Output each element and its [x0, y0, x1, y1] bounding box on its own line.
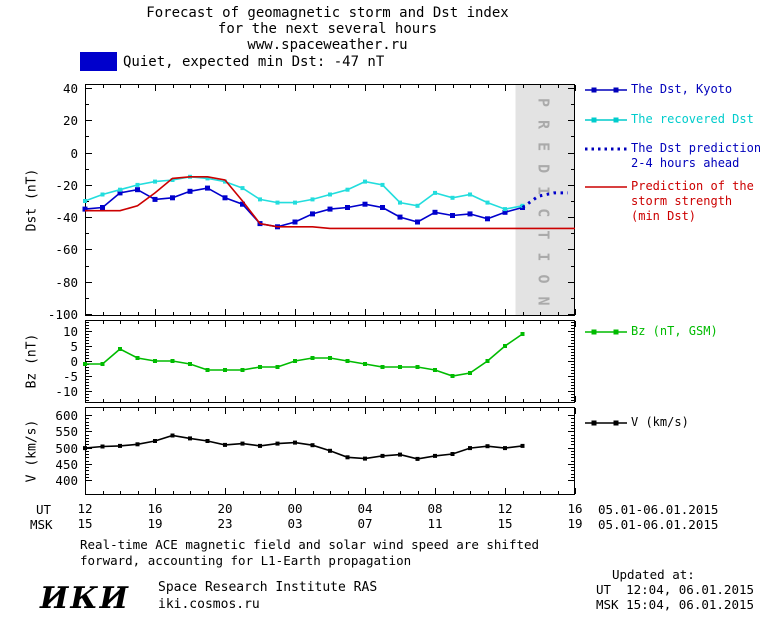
prediction-band	[515, 85, 574, 315]
series-dst-kyoto	[82, 185, 525, 230]
y-tick-label-v: 500	[55, 441, 78, 456]
status-text: Quiet, expected min Dst: -47 nT	[123, 54, 385, 70]
y-tick-label-bz: -10	[55, 384, 78, 399]
legend-label-bz: Bz (nT, GSM)	[631, 324, 718, 338]
y-tick-label-dst: 40	[63, 81, 78, 96]
msk-row-label: MSK	[30, 517, 53, 532]
iki-logo: ИКИ	[40, 581, 130, 616]
legend-panel: The Dst, Kyoto The recovered Dst The Dst p…	[584, 0, 760, 545]
legend-item-recovered-dst: The recovered Dst	[584, 112, 754, 127]
y-tick-label-v: 400	[55, 473, 78, 488]
y-tick-label-dst: 20	[63, 113, 78, 128]
legend-label-storm-strength: Prediction of the storm strength (min Dst)	[631, 179, 754, 223]
series-solar-wind-speed	[83, 433, 525, 461]
legend-label-recovered-dst: The recovered Dst	[631, 112, 754, 126]
ut-tick-label: 08	[427, 501, 442, 516]
legend-item-storm-strength: Prediction of the storm strength (min Dst)	[584, 179, 754, 224]
legend-marker-storm-strength-icon	[585, 185, 627, 188]
ut-tick-label: 00	[287, 501, 302, 516]
legend-label-dst-prediction: The Dst prediction 2-4 hours ahead	[631, 141, 760, 170]
legend-item-bz: Bz (nT, GSM)	[584, 324, 718, 339]
msk-tick-label: 23	[217, 516, 232, 531]
series-storm-strength-prediction	[85, 176, 575, 230]
msk-tick-label: 03	[287, 516, 302, 531]
footnote-line-2: forward, accounting for L1-Earth propaga…	[80, 553, 412, 568]
institute-name: Space Research Institute RAS	[158, 580, 378, 595]
legend-label-v: V (km/s)	[631, 415, 689, 429]
status-bar: Quiet, expected min Dst: -47 nT	[80, 52, 640, 72]
series-bz-gsm	[83, 332, 525, 378]
y-tick-label-dst: -60	[55, 242, 78, 257]
page-title: Forecast of geomagnetic storm and Dst in…	[0, 5, 655, 53]
y-tick-label-dst: 0	[70, 146, 78, 161]
y-tick-label-dst: -20	[55, 178, 78, 193]
panel-frame-v	[85, 407, 575, 495]
y-tick-label-bz: 5	[70, 339, 78, 354]
institute-site-url: iki.cosmos.ru	[158, 597, 260, 612]
y-tick-label-bz: -5	[63, 369, 78, 384]
v-axis-label: V (km/s)	[24, 419, 40, 483]
series-dst-prediction	[521, 191, 568, 209]
legend-marker-v-icon	[585, 420, 627, 425]
panel-dst: P R E D I C T I O N 40 20 0 -20 -40 -60 -80 -100	[48, 81, 576, 322]
msk-tick-label: 15	[497, 516, 512, 531]
msk-tick-label: 19	[567, 516, 582, 531]
dst-axis-label: Dst (nT)	[24, 168, 40, 232]
status-color-swatch	[80, 52, 117, 71]
y-tick-label-bz: 10	[63, 324, 78, 339]
legend-label-dst-kyoto: The Dst, Kyoto	[631, 82, 733, 96]
msk-tick-label: 11	[427, 516, 442, 531]
footnote: Real-time ACE magnetic field and solar w…	[80, 537, 539, 569]
updated-at-ut: UT 12:04, 06.01.2015	[596, 582, 755, 597]
ut-tick-label: 12	[497, 501, 512, 516]
legend-item-dst-prediction: The Dst prediction 2-4 hours ahead	[584, 141, 760, 171]
updated-at-msk: MSK 15:04, 06.01.2015	[596, 597, 755, 612]
y-tick-label-v: 600	[55, 408, 78, 423]
ut-tick-label: 20	[217, 501, 232, 516]
msk-tick-label: 19	[147, 516, 162, 531]
prediction-band-label: P R E D I C T I O N	[534, 98, 552, 308]
legend-marker-dst-prediction-icon	[585, 147, 627, 150]
site-url: www.spaceweather.ru	[247, 37, 408, 53]
series-recovered-dst	[83, 174, 525, 212]
legend-marker-bz-icon	[585, 329, 627, 334]
updated-at-label: Updated at:	[612, 567, 695, 582]
y-tick-label-dst: -100	[48, 307, 78, 322]
bz-axis-label: Bz (nT)	[24, 333, 40, 389]
title-line-2: for the next several hours	[217, 21, 438, 37]
ut-date-range: 05.01-06.01.2015	[598, 502, 719, 517]
msk-tick-label: 15	[77, 516, 92, 531]
y-tick-label-dst: -40	[55, 210, 78, 225]
legend-marker-dst-kyoto-icon	[585, 87, 627, 92]
ut-tick-label: 16	[147, 501, 162, 516]
legend-item-dst-kyoto: The Dst, Kyoto	[584, 82, 732, 97]
msk-tick-label: 07	[357, 516, 372, 531]
forecast-plot: P R E D I C T I O N40200-20-40-60-80-100…	[48, 81, 583, 531]
y-tick-label-v: 450	[55, 457, 78, 472]
ut-tick-label: 04	[357, 501, 372, 516]
ut-tick-label: 16	[567, 501, 582, 516]
y-tick-label-v: 550	[55, 424, 78, 439]
legend-marker-recovered-dst-icon	[585, 117, 627, 122]
msk-date-range: 05.01-06.01.2015	[598, 517, 719, 532]
panel-frame-dst	[85, 84, 575, 316]
ut-tick-label: 12	[77, 501, 92, 516]
legend-item-v: V (km/s)	[584, 415, 689, 430]
panel-frame-bz	[85, 320, 575, 403]
ut-row-label: UT	[36, 502, 52, 517]
y-tick-label-bz: 0	[70, 354, 78, 369]
title-line-1: Forecast of geomagnetic storm and Dst in…	[146, 5, 509, 21]
y-tick-label-dst: -80	[55, 275, 78, 290]
footnote-line-1: Real-time ACE magnetic field and solar w…	[80, 537, 540, 552]
